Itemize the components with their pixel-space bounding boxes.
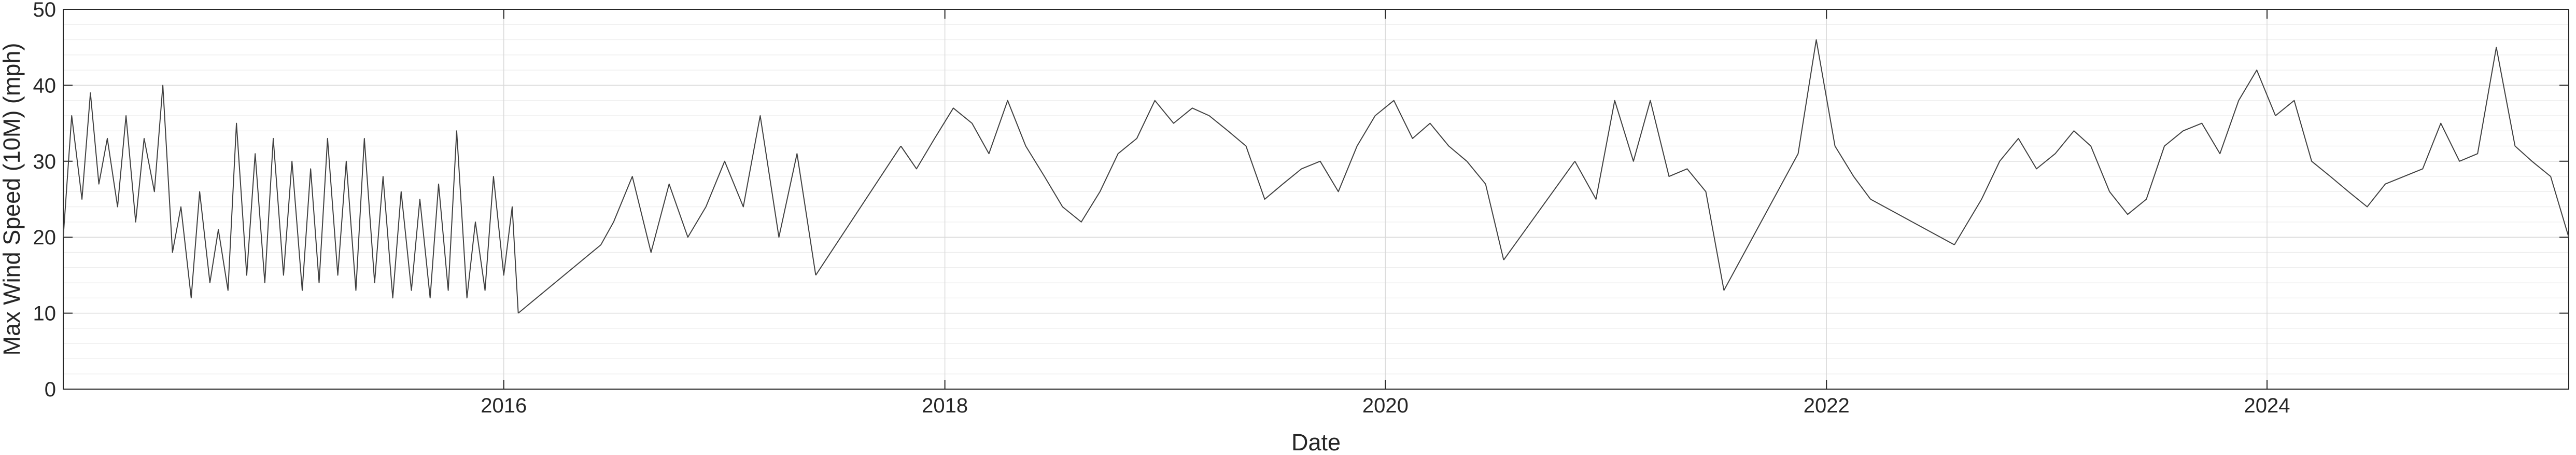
y-tick-label: 30 <box>33 150 57 173</box>
x-tick-label: 2024 <box>2244 394 2290 417</box>
series-segment <box>1954 47 2569 245</box>
y-tick-label: 0 <box>45 378 56 401</box>
y-tick-label: 40 <box>33 74 57 97</box>
axes <box>63 9 2569 390</box>
x-tick-label: 2020 <box>1362 394 1409 417</box>
gap-connector <box>1870 199 1955 245</box>
series-layer <box>63 39 2569 314</box>
y-tick-label: 10 <box>33 302 57 325</box>
y-tick-label: 50 <box>33 0 57 21</box>
series-segment <box>1574 100 1725 291</box>
x-tick-label: 2016 <box>481 394 527 417</box>
x-tick-label: 2018 <box>922 394 968 417</box>
series-segment <box>600 115 817 275</box>
series-segment <box>1797 39 1871 200</box>
y-axis-label: Max Wind Speed (10M) (mph) <box>0 43 25 356</box>
tick-labels: 0 10 20 30 40 50 2016 2018 2020 2022 2024 <box>33 0 2290 417</box>
y-tick-label: 20 <box>33 226 57 249</box>
gap-connector <box>518 244 601 314</box>
series-segment <box>63 85 519 313</box>
gap-connector <box>815 145 902 275</box>
x-axis-label: Date <box>1291 429 1341 455</box>
gap-connector <box>1723 153 1799 291</box>
x-tick-label: 2022 <box>1804 394 1850 417</box>
series-segment <box>900 100 1504 260</box>
gap-connector <box>1503 161 1575 260</box>
grid <box>63 9 2569 390</box>
plot-frame <box>63 9 2569 390</box>
